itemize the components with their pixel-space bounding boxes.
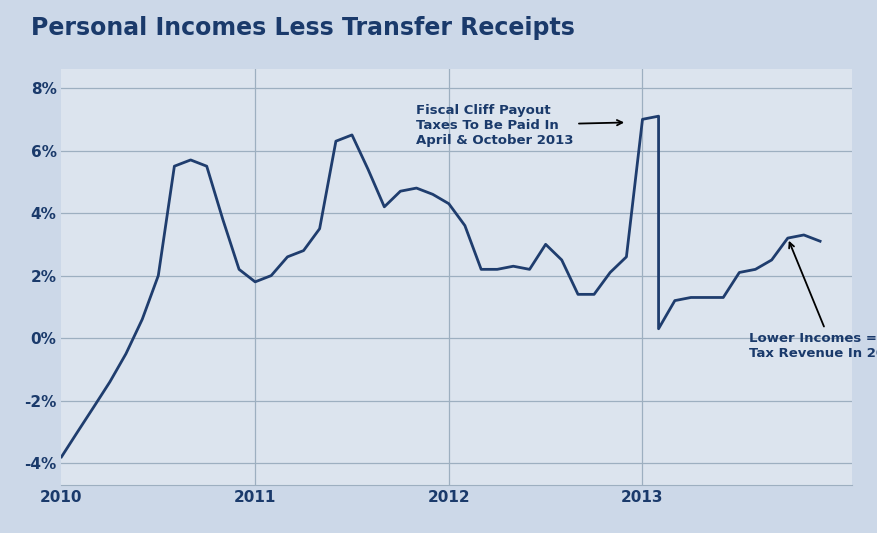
Text: Lower Incomes = Less
Tax Revenue In 2014.: Lower Incomes = Less Tax Revenue In 2014… <box>748 243 877 360</box>
Text: Fiscal Cliff Payout
Taxes To Be Paid In
April & October 2013: Fiscal Cliff Payout Taxes To Be Paid In … <box>416 104 622 147</box>
Text: Personal Incomes Less Transfer Receipts: Personal Incomes Less Transfer Receipts <box>31 16 574 40</box>
